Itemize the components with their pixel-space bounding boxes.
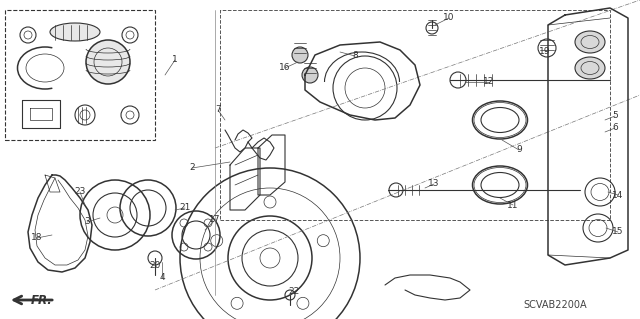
Text: 22: 22 [289, 287, 300, 296]
Circle shape [302, 67, 318, 83]
Text: 18: 18 [31, 234, 43, 242]
Text: 19: 19 [540, 48, 551, 56]
Text: 2: 2 [189, 164, 195, 173]
Text: 5: 5 [612, 112, 618, 121]
Text: 8: 8 [352, 51, 358, 61]
Text: 7: 7 [215, 106, 221, 115]
Circle shape [292, 47, 308, 63]
Text: 12: 12 [483, 78, 495, 86]
Text: SCVAB2200A: SCVAB2200A [523, 300, 587, 310]
Ellipse shape [575, 57, 605, 79]
Text: 21: 21 [179, 204, 191, 212]
Text: 16: 16 [279, 63, 291, 72]
Text: 13: 13 [428, 180, 440, 189]
Bar [220, 10, 610, 220]
Text: 11: 11 [508, 201, 519, 210]
Ellipse shape [575, 31, 605, 53]
Bar [5, 10, 155, 140]
Text: 14: 14 [612, 190, 624, 199]
Text: 17: 17 [209, 216, 221, 225]
Text: 6: 6 [612, 123, 618, 132]
Ellipse shape [50, 23, 100, 41]
Text: 23: 23 [74, 188, 86, 197]
Text: 4: 4 [159, 273, 165, 283]
Text: 20: 20 [149, 261, 161, 270]
Text: 10: 10 [444, 13, 455, 23]
Text: 15: 15 [612, 227, 624, 236]
Text: 3: 3 [84, 218, 90, 226]
Text: 9: 9 [516, 145, 522, 154]
Text: 1: 1 [172, 56, 178, 64]
Text: FR.: FR. [31, 293, 53, 307]
Ellipse shape [86, 40, 130, 84]
